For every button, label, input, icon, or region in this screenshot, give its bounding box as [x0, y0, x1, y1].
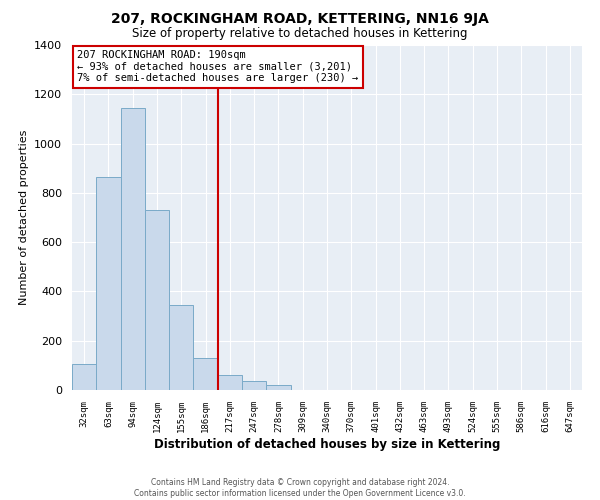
- Bar: [242, 382, 266, 390]
- Bar: [121, 108, 145, 390]
- Text: 207, ROCKINGHAM ROAD, KETTERING, NN16 9JA: 207, ROCKINGHAM ROAD, KETTERING, NN16 9J…: [111, 12, 489, 26]
- Bar: [145, 210, 169, 390]
- Text: 207 ROCKINGHAM ROAD: 190sqm
← 93% of detached houses are smaller (3,201)
7% of s: 207 ROCKINGHAM ROAD: 190sqm ← 93% of det…: [77, 50, 358, 84]
- Text: Size of property relative to detached houses in Kettering: Size of property relative to detached ho…: [132, 28, 468, 40]
- Text: Contains HM Land Registry data © Crown copyright and database right 2024.
Contai: Contains HM Land Registry data © Crown c…: [134, 478, 466, 498]
- Bar: [96, 177, 121, 390]
- Bar: [266, 385, 290, 390]
- X-axis label: Distribution of detached houses by size in Kettering: Distribution of detached houses by size …: [154, 438, 500, 450]
- Bar: [218, 375, 242, 390]
- Bar: [193, 358, 218, 390]
- Y-axis label: Number of detached properties: Number of detached properties: [19, 130, 29, 305]
- Bar: [169, 305, 193, 390]
- Bar: [72, 364, 96, 390]
